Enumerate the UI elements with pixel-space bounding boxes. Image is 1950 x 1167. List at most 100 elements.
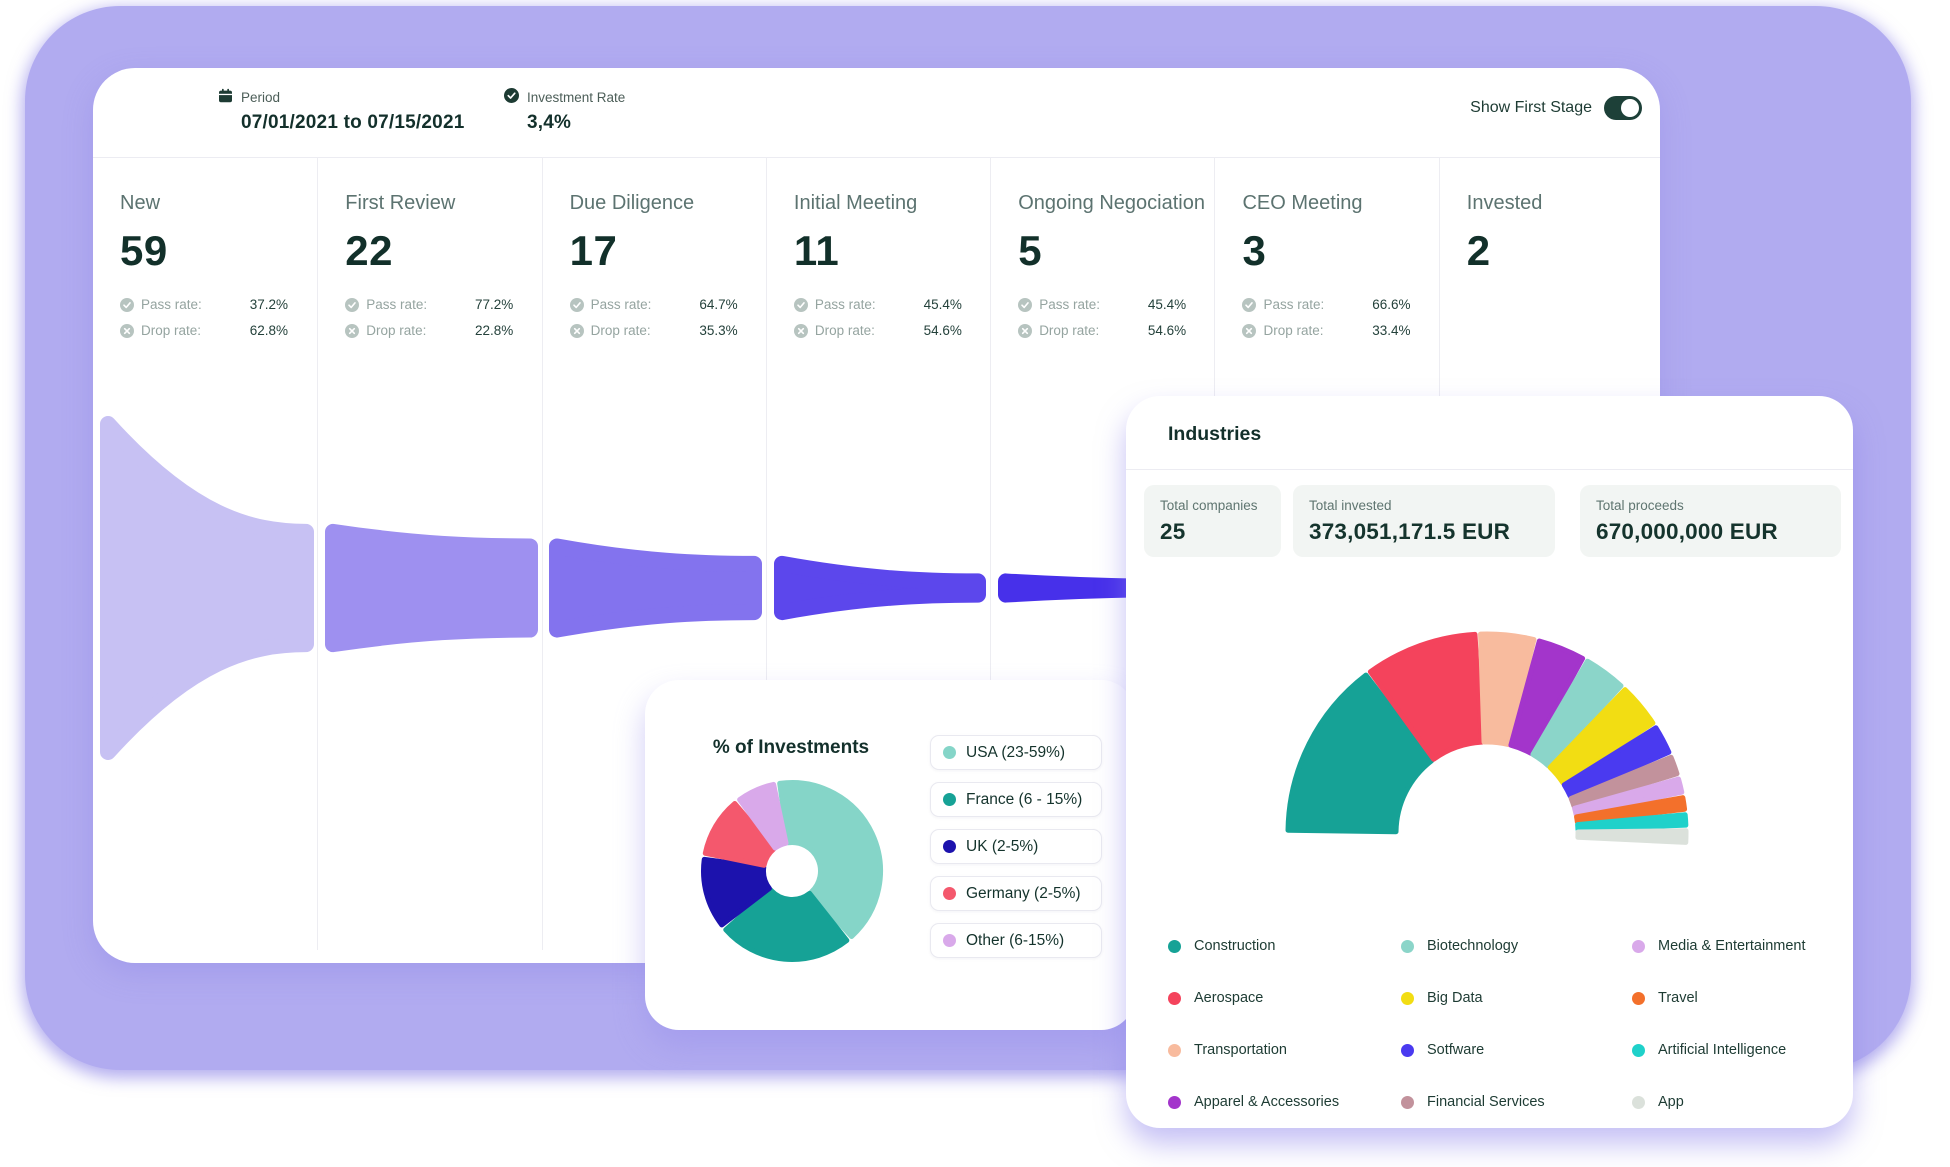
drop-rate-value: 22.8% <box>475 323 514 338</box>
donut-slice-France (6 - 15%) <box>723 887 850 962</box>
pass-rate-row: Pass rate: 45.4% <box>793 297 962 312</box>
pass-rate-label: Pass rate: <box>141 297 202 312</box>
stat-total-invested: Total invested 373,051,171.5 EUR <box>1293 485 1555 557</box>
donut-slice-USA (23-59%) <box>777 780 883 939</box>
drop-rate-value: 33.4% <box>1372 323 1411 338</box>
stat-value: 25 <box>1160 519 1186 544</box>
stat-value: 670,000,000 EUR <box>1596 519 1778 544</box>
pass-rate-label: Pass rate: <box>814 297 876 312</box>
pipeline-card-header: Period 07/01/2021 to 07/15/2021 Investme… <box>93 68 1660 158</box>
stage-rates: Pass rate: 45.4% Drop rate: 54.6% <box>1018 297 1186 338</box>
legend-dot-icon <box>1632 1095 1645 1109</box>
industries-legend-item-big-data: Big Data <box>1401 972 1632 1024</box>
drop-rate-value: 62.8% <box>249 323 288 338</box>
stage-count: 11 <box>793 227 840 274</box>
legend-dot-icon <box>1401 991 1414 1005</box>
gauge-segment-sotfware <box>1561 725 1672 799</box>
pass-rate-value: 45.4% <box>1147 297 1187 312</box>
pass-rate-row: Pass rate: 64.7% <box>569 297 738 312</box>
stat-value: 373,051,171.5 EUR <box>1309 519 1511 544</box>
check-circle-icon <box>504 88 519 106</box>
legend-dot-icon <box>1168 939 1181 953</box>
legend-dot-icon <box>1632 1043 1645 1057</box>
stage-rates: Pass rate: 37.2% Drop rate: 62.8% <box>120 297 288 338</box>
pipeline-column-first-review: First Review 22 Pass rate: 77.2% Drop rat… <box>317 157 541 950</box>
donut-slice-Other (6-15%) <box>737 781 789 851</box>
investments-legend-item-usa[interactable]: USA (23-59%) <box>930 735 1102 770</box>
investments-legend-item-uk[interactable]: UK (2-5%) <box>930 829 1102 864</box>
toggle-knob <box>1621 99 1639 117</box>
industries-legend-item-artificial-intelligence: Artificial Intelligence <box>1632 1024 1835 1076</box>
pass-rate-label: Pass rate: <box>366 297 428 312</box>
pass-check-icon <box>1242 297 1257 312</box>
legend-dot-icon <box>943 793 956 806</box>
drop-rate-value: 54.6% <box>1147 323 1187 338</box>
pass-rate-value: 37.2% <box>249 297 288 312</box>
drop-rate-row: Drop rate: 62.8% <box>120 323 288 338</box>
legend-label: Biotechnology <box>1427 938 1519 954</box>
legend-dot-icon <box>1168 1043 1181 1057</box>
period-value: 07/01/2021 to 07/15/2021 <box>241 112 465 133</box>
industries-legend-item-financial-services: Financial Services <box>1401 1076 1632 1128</box>
drop-rate-row: Drop rate: 33.4% <box>1242 323 1410 338</box>
legend-label: Construction <box>1194 938 1276 954</box>
industries-card: Industries Total companies 25 Total inve… <box>1126 396 1853 1128</box>
investments-legend-item-germany[interactable]: Germany (2-5%) <box>930 876 1102 911</box>
investments-legend-item-other[interactable]: Other (6-15%) <box>930 923 1102 958</box>
stage-rates: Pass rate: 77.2% Drop rate: 22.8% <box>345 297 513 338</box>
drop-x-icon <box>1018 323 1033 338</box>
pipeline-column-new: New 59 Pass rate: 37.2% Drop rate: 62.8% <box>93 157 317 950</box>
donut-slice-UK (2-5%) <box>701 856 772 928</box>
drop-rate-label: Drop rate: <box>141 323 202 338</box>
pass-rate-row: Pass rate: 37.2% <box>120 297 288 312</box>
legend-label: France (6 - 15%) <box>966 790 1083 808</box>
industries-divider <box>1126 469 1853 470</box>
legend-label: App <box>1658 1094 1684 1110</box>
industries-legend-column-2: Biotechnology Big Data Sotfware Financia… <box>1401 920 1632 1128</box>
show-first-stage-toggle[interactable] <box>1604 96 1642 120</box>
legend-label: Financial Services <box>1427 1094 1545 1110</box>
investments-legend-item-france[interactable]: France (6 - 15%) <box>930 782 1102 817</box>
investment-rate-group: Investment Rate 3,4% <box>504 88 625 134</box>
gauge-segment-aerospace <box>1367 631 1485 762</box>
stage-count: 22 <box>345 227 394 274</box>
industries-legend-item-sotfware: Sotfware <box>1401 1024 1632 1076</box>
pass-rate-value: 64.7% <box>699 297 738 312</box>
stage-title: Invested <box>1466 192 1543 214</box>
pipeline-column-ongoing-negociation: Ongoing Negociation 5 Pass rate: 45.4% Dr… <box>990 157 1214 950</box>
drop-rate-value: 35.3% <box>699 323 738 338</box>
gauge-segment-app <box>1575 828 1689 845</box>
stage-count: 2 <box>1466 227 1491 274</box>
gauge-segment-big-data <box>1547 687 1656 786</box>
drop-x-icon <box>345 323 360 338</box>
industries-gauge-chart <box>1285 631 1689 845</box>
legend-dot-icon <box>1401 939 1414 953</box>
legend-label: Big Data <box>1427 990 1483 1006</box>
legend-label: Media & Entertainment <box>1658 938 1806 954</box>
stage-rates: Pass rate: 64.7% Drop rate: 35.3% <box>569 297 738 338</box>
calendar-icon <box>218 88 233 106</box>
pass-rate-label: Pass rate: <box>1039 297 1100 312</box>
drop-rate-label: Drop rate: <box>1039 323 1100 338</box>
stage-count: 5 <box>1018 227 1043 274</box>
drop-rate-value: 54.6% <box>923 323 962 338</box>
investment-rate-value: 3,4% <box>527 112 572 133</box>
legend-dot-icon <box>943 887 956 900</box>
investments-card-title: % of Investments <box>712 737 870 758</box>
drop-rate-label: Drop rate: <box>590 323 651 338</box>
industries-legend: Construction Aerospace Transportation Ap… <box>1168 920 1835 1128</box>
industries-legend-item-apparel-accessories: Apparel & Accessories <box>1168 1076 1401 1128</box>
gauge-segment-biotechnology <box>1530 658 1624 769</box>
gauge-segment-apparel-accessories <box>1508 638 1586 756</box>
period-group: Period 07/01/2021 to 07/15/2021 <box>218 88 464 134</box>
stage-title: New <box>120 192 161 214</box>
drop-rate-row: Drop rate: 35.3% <box>569 323 738 338</box>
stage-count: 59 <box>120 227 168 274</box>
stage-title: Initial Meeting <box>793 192 918 214</box>
stage-count: 17 <box>569 227 618 274</box>
industries-legend-item-biotechnology: Biotechnology <box>1401 920 1632 972</box>
drop-x-icon <box>569 323 584 338</box>
stage-title: Due Diligence <box>569 192 695 214</box>
legend-label: Artificial Intelligence <box>1658 1042 1787 1058</box>
